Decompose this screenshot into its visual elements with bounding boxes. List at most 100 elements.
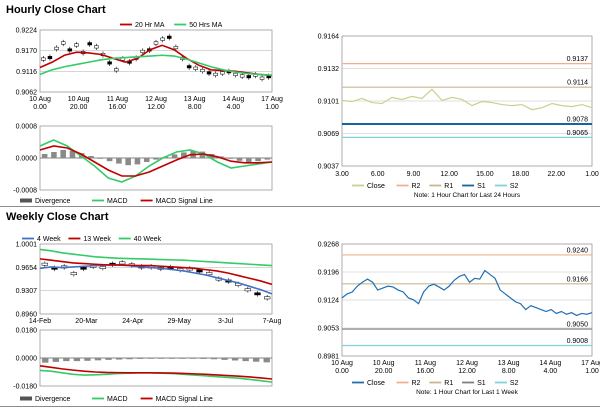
macd-divergence-bar	[255, 158, 261, 162]
price-candle-body	[94, 45, 99, 49]
macd-divergence-bar	[60, 150, 66, 158]
weekly_pivot-xtick: 20.00	[375, 368, 393, 375]
macd-series-macd-signal-line	[39, 364, 273, 380]
weekly_pivot-xtick: 11 Aug	[415, 360, 436, 367]
weekly_pivot-xtick: 10 Aug	[373, 360, 395, 367]
price-candle-body	[173, 46, 179, 50]
hourly_pivot-xtick: 1.00	[585, 171, 599, 178]
macd-divergence-bar	[246, 158, 252, 162]
hourly_macd-ytick: -0.0008	[13, 188, 37, 195]
weekly-price-chart: 1.0001 0.9654 0.9307 0.8960 4 Week 13 Week 40 …	[16, 236, 282, 325]
price-candle-body	[206, 272, 213, 276]
price-candle-body	[74, 43, 79, 47]
hourly_macd-legend-swatch	[20, 198, 32, 203]
weekly_pivot-xtick: 14 Aug	[539, 360, 561, 367]
weekly_pivot-legend-label: R1	[444, 380, 453, 387]
weekly-section-title: Weekly Close Chart	[6, 211, 109, 223]
weekly_price-frame	[39, 243, 273, 315]
weekly_pivot-ytick: 0.9124	[318, 298, 340, 305]
hourly_macd-ytick: 0.0008	[16, 124, 38, 131]
hourly_pivot-legend-label: R2	[412, 183, 421, 190]
pivot-level-label: 0.9078	[567, 117, 589, 124]
macd-divergence-bar	[253, 358, 260, 362]
weekly_pivot-xtick: 12.00	[458, 368, 476, 375]
price-series-50-hrs-ma	[39, 54, 273, 76]
hourly_price-xtick: 16.00	[109, 104, 127, 111]
hourly_macd-legend-label: Divergence	[35, 198, 71, 205]
hourly_macd-legend-label: MACD Signal Line	[156, 198, 213, 205]
weekly_macd-ytick: 0.0000	[16, 356, 38, 363]
weekly_macd-legend-swatch	[20, 396, 32, 401]
price-series-4-week	[39, 264, 273, 295]
macd-divergence-bar	[88, 156, 94, 158]
hourly-macd-chart: 0.0008 0.0000 -0.0008 Divergence MACD MACD Si…	[13, 124, 273, 205]
macd-divergence-bar	[236, 158, 243, 161]
macd-divergence-bar	[52, 358, 59, 362]
section-divider	[0, 206, 600, 207]
hourly_price-xtick: 10 Aug	[29, 96, 51, 103]
price-candle-body	[54, 46, 59, 50]
macd-divergence-bar	[97, 158, 104, 159]
weekly_pivot-xtick: 16.00	[417, 368, 435, 375]
price-candle-body	[80, 266, 87, 270]
macd-divergence-bar	[41, 154, 48, 158]
weekly_pivot-xtick: 4.00	[544, 368, 558, 375]
hourly_pivot-xtick: 22.00	[548, 171, 566, 178]
weekly_pivot-legend-label: Close	[367, 380, 385, 387]
hourly_price-xtick: 12 Aug	[145, 96, 167, 103]
macd-divergence-bar	[115, 358, 123, 360]
hourly_price-xtick: 1.00	[265, 104, 279, 111]
price-series-40-week	[39, 248, 273, 267]
pivot-level-label: 0.9114	[567, 80, 588, 87]
price-candle-body	[41, 262, 48, 266]
hourly_price-xtick: 17 Aug	[261, 96, 283, 103]
macd-divergence-bar	[51, 152, 57, 158]
weekly_pivot-legend-label: R2	[412, 380, 421, 387]
price-candle-body	[244, 288, 251, 292]
price-candle-body	[206, 71, 212, 75]
price-candle-body	[167, 35, 172, 39]
weekly_macd-ytick: 0.0180	[16, 328, 38, 335]
macd-divergence-bar	[126, 358, 133, 360]
macd-divergence-bar	[210, 358, 218, 360]
hourly_pivot-ytick: 0.9101	[318, 99, 340, 106]
price-candle-body	[99, 266, 106, 269]
price-candle-body	[239, 74, 245, 78]
weekly_price-xtick: 29-May	[168, 318, 192, 325]
weekly_pivot-xtick: 0.00	[335, 368, 349, 375]
weekly_pivot-ytick: 0.9053	[318, 326, 340, 333]
weekly_pivot-xtick: 17 Aug	[581, 360, 600, 367]
hourly_pivot-xtick: 18.00	[512, 171, 530, 178]
hourly_price-xtick: 12.00	[147, 104, 165, 111]
weekly_price-ytick: 0.9307	[16, 288, 38, 295]
pivot-level-label: 0.9137	[567, 56, 589, 63]
hourly_price-legend-label: 50 Hrs MA	[189, 22, 222, 29]
hourly_price-xtick: 20.00	[70, 104, 88, 111]
hourly_price-xtick: 0.00	[33, 104, 47, 111]
macd-divergence-bar	[181, 152, 187, 158]
price-series-20-hr-ma	[39, 44, 273, 77]
hourly_price-ytick: 0.9170	[16, 48, 38, 55]
hourly_price-xtick: 13 Aug	[184, 96, 206, 103]
weekly_pivot-xtick: 10 Aug	[331, 360, 353, 367]
pivot-level-label: 0.9050	[567, 322, 589, 329]
price-candle-body	[119, 261, 126, 265]
hourly_pivot-xtick: 15.00	[476, 171, 494, 178]
price-candle-body	[107, 61, 112, 65]
hourly_macd-legend-label: MACD	[107, 198, 128, 205]
hourly_pivot-xtick: 12.00	[440, 171, 458, 178]
macd-divergence-bar	[171, 154, 178, 158]
pivot-close-line	[341, 88, 593, 111]
weekly_price-ytick: 0.9654	[16, 265, 38, 272]
weekly_price-legend-label: 13 Week	[83, 236, 111, 243]
hourly_price-legend-label: 20 Hr MA	[135, 22, 165, 29]
price-candle-body	[67, 48, 73, 52]
price-candle-body	[60, 41, 66, 45]
hourly_pivot-ytick: 0.9037	[318, 164, 340, 171]
price-candle-body	[160, 37, 165, 41]
hourly_pivot-legend-label: R1	[444, 183, 453, 190]
weekly_price-xtick: 20-Mar	[75, 318, 98, 325]
weekly-macd-chart: 0.0180 0.0000 -0.0180 Divergence MACD MACD Si…	[13, 328, 273, 403]
weekly_price-legend-label: 4 Week	[37, 236, 61, 243]
macd-divergence-bar	[158, 358, 165, 359]
